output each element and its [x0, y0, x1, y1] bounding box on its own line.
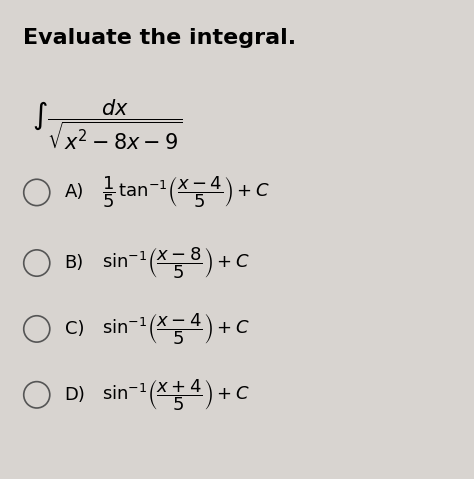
Text: $\sin^{-1}\!\left(\dfrac{x-8}{5}\right) + C$: $\sin^{-1}\!\left(\dfrac{x-8}{5}\right) … [102, 245, 250, 281]
Text: A): A) [65, 183, 84, 202]
Text: Evaluate the integral.: Evaluate the integral. [23, 28, 296, 48]
Text: $\int \dfrac{dx}{\sqrt{x^2 - 8x - 9}}$: $\int \dfrac{dx}{\sqrt{x^2 - 8x - 9}}$ [32, 98, 182, 152]
Text: C): C) [65, 320, 84, 338]
Text: B): B) [65, 254, 84, 272]
Text: $\sin^{-1}\!\left(\dfrac{x-4}{5}\right) + C$: $\sin^{-1}\!\left(\dfrac{x-4}{5}\right) … [102, 311, 250, 347]
Text: D): D) [65, 386, 86, 404]
Text: $\dfrac{1}{5}\,\tan^{-1}\!\left(\dfrac{x-4}{5}\right) + C$: $\dfrac{1}{5}\,\tan^{-1}\!\left(\dfrac{x… [102, 175, 270, 210]
Text: $\sin^{-1}\!\left(\dfrac{x+4}{5}\right) + C$: $\sin^{-1}\!\left(\dfrac{x+4}{5}\right) … [102, 377, 250, 412]
